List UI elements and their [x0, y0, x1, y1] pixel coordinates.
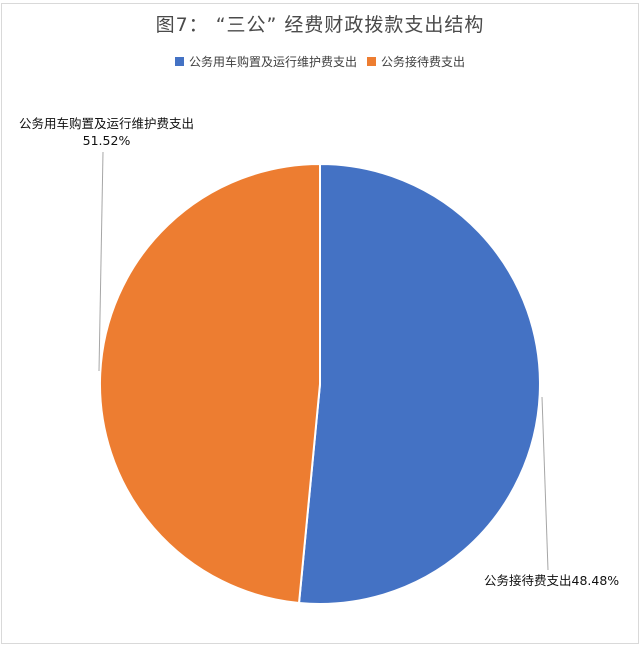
data-label-vehicle-name: 公务用车购置及运行维护费支出: [18, 116, 194, 131]
legend-label-vehicle: 公务用车购置及运行维护费支出: [188, 55, 357, 69]
data-label-vehicle: 公务用车购置及运行维护费支出 51.52%: [4, 115, 209, 149]
data-label-reception: 公务接待费支出48.48%: [484, 573, 620, 588]
data-label-vehicle-value: 51.52%: [82, 133, 131, 148]
leader-line-left: [98, 151, 104, 372]
pie-slices: [99, 162, 541, 605]
legend-item-vehicle: 公务用车购置及运行维护费支出: [174, 53, 357, 70]
leader-line-right: [541, 396, 549, 571]
pie-slice-1: [99, 162, 321, 605]
legend-item-reception: 公务接待费支出: [367, 53, 465, 70]
pie-slice-0: [297, 162, 541, 605]
legend-swatch-blue: [174, 57, 184, 66]
chart-title: 图7： “三公” 经费财政拨款支出结构: [155, 14, 485, 36]
legend-swatch-orange: [367, 57, 376, 66]
legend: 公务用车购置及运行维护费支出 公务接待费支出: [0, 53, 640, 70]
legend-label-reception: 公务接待费支出: [381, 55, 466, 69]
